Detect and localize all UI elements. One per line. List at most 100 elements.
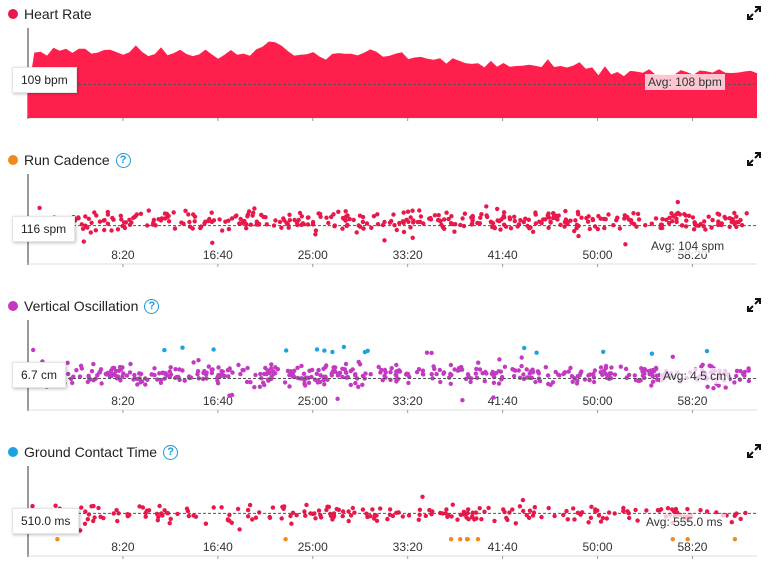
- data-point: [553, 369, 558, 375]
- x-tick-label: 16:40: [203, 394, 233, 408]
- data-point: [385, 516, 390, 522]
- data-point: [74, 368, 79, 373]
- help-icon[interactable]: ?: [144, 298, 160, 314]
- data-point: [667, 215, 672, 220]
- data-point: [587, 226, 592, 232]
- data-point: [143, 510, 148, 516]
- panel-title-text: Heart Rate: [24, 6, 92, 22]
- data-point: [229, 216, 235, 221]
- data-point: [510, 367, 515, 372]
- data-point: [698, 508, 703, 513]
- data-point: [568, 218, 573, 223]
- expand-icon[interactable]: [747, 298, 761, 312]
- data-point: [546, 505, 551, 511]
- help-icon[interactable]: ?: [115, 152, 131, 168]
- data-point: [314, 347, 320, 352]
- data-point: [318, 214, 323, 219]
- data-point: [479, 212, 484, 217]
- data-point: [680, 223, 685, 228]
- x-tick-label: 58:20: [677, 394, 707, 408]
- data-point: [449, 214, 454, 219]
- data-point: [123, 220, 129, 225]
- data-point: [444, 210, 449, 215]
- data-point: [267, 514, 272, 520]
- data-point: [86, 375, 92, 380]
- data-point: [282, 504, 287, 509]
- data-point: [670, 354, 675, 359]
- data-point: [524, 367, 529, 372]
- data-point: [127, 217, 132, 222]
- data-point: [290, 510, 296, 515]
- data-point: [127, 370, 133, 375]
- data-point: [446, 216, 451, 222]
- data-point: [410, 208, 415, 213]
- data-point: [273, 218, 278, 223]
- data-point: [324, 507, 329, 513]
- data-point: [155, 518, 160, 523]
- x-tick-label: 33:20: [393, 248, 423, 262]
- data-point: [151, 220, 156, 225]
- expand-icon[interactable]: [747, 444, 761, 458]
- expand-icon[interactable]: [747, 152, 761, 166]
- vertical-oscillation-chart[interactable]: 8:20 16:40 25:00 33:20 41:40 50:00 58:20: [0, 292, 769, 438]
- data-point: [505, 517, 510, 523]
- data-point: [340, 513, 345, 519]
- data-point: [82, 521, 88, 526]
- data-point: [512, 214, 517, 219]
- data-point: [746, 368, 751, 373]
- data-point: [302, 381, 307, 386]
- data-point: [357, 213, 363, 218]
- data-point: [736, 220, 741, 225]
- run-cadence-chart[interactable]: 8:20 16:40 25:00 33:20 41:40 50:00 58:20: [0, 146, 769, 292]
- data-point: [164, 211, 170, 217]
- data-point: [705, 384, 710, 389]
- data-point: [202, 221, 207, 226]
- x-tick-label: 50:00: [583, 540, 613, 554]
- data-point: [532, 505, 537, 510]
- data-point: [132, 372, 137, 378]
- help-icon[interactable]: ?: [163, 444, 179, 460]
- data-point: [562, 224, 567, 229]
- data-point: [468, 379, 473, 385]
- data-point: [627, 515, 632, 521]
- data-point: [411, 218, 416, 223]
- data-point: [649, 221, 654, 226]
- data-point: [252, 206, 257, 211]
- data-point: [738, 368, 743, 374]
- data-point: [114, 507, 119, 513]
- data-point: [515, 224, 520, 229]
- data-point: [564, 508, 569, 514]
- data-point: [110, 366, 115, 371]
- data-point: [299, 363, 304, 369]
- data-point: [519, 363, 524, 369]
- data-point: [86, 216, 92, 221]
- data-point: [415, 219, 420, 225]
- data-point: [245, 214, 250, 219]
- average-label: Avg: 555.0 ms: [643, 514, 726, 530]
- data-point: [138, 211, 144, 216]
- data-point: [438, 379, 443, 385]
- data-point: [555, 217, 560, 222]
- data-point: [103, 371, 109, 377]
- data-point: [258, 371, 263, 377]
- data-point: [709, 225, 714, 230]
- x-tick-label: 41:40: [488, 540, 518, 554]
- data-point: [111, 217, 116, 222]
- data-point: [245, 365, 250, 371]
- data-point: [277, 219, 283, 225]
- data-point: [690, 215, 696, 220]
- data-point: [279, 225, 284, 230]
- data-point: [94, 213, 99, 218]
- data-point: [125, 512, 130, 517]
- data-point: [604, 516, 609, 521]
- data-point: [191, 360, 196, 365]
- data-point: [497, 357, 502, 362]
- data-point: [448, 221, 454, 226]
- ground-contact-time-chart[interactable]: 8:20 16:40 25:00 33:20 41:40 50:00 58:20: [0, 438, 769, 584]
- data-point: [356, 359, 361, 365]
- expand-icon[interactable]: [747, 6, 761, 20]
- x-tick-label: 58:20: [677, 540, 707, 554]
- data-point: [461, 223, 467, 229]
- data-point: [220, 369, 225, 374]
